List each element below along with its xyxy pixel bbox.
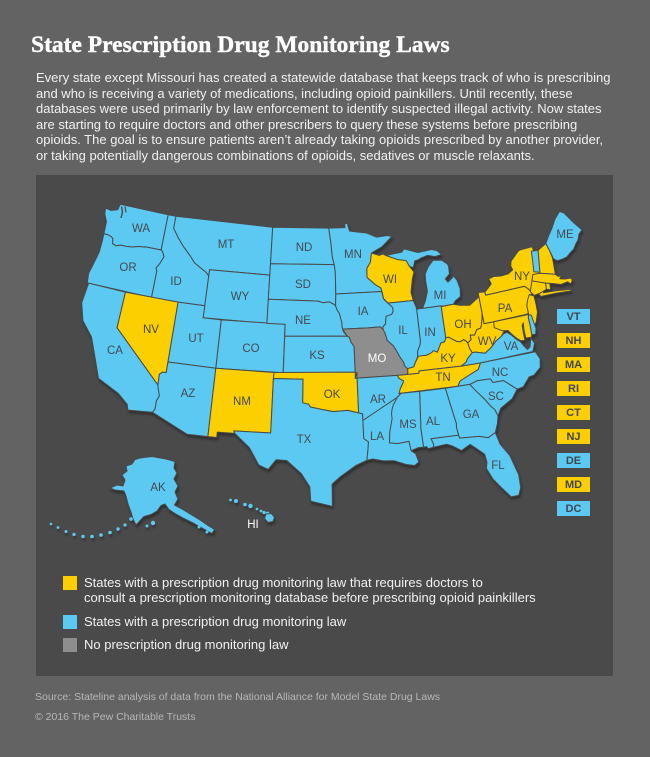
svg-text:MI: MI <box>434 290 447 302</box>
svg-text:NC: NC <box>492 367 509 379</box>
svg-text:ID: ID <box>170 276 182 288</box>
svg-text:LA: LA <box>370 431 384 443</box>
svg-text:MO: MO <box>368 353 387 365</box>
svg-text:ND: ND <box>296 242 313 254</box>
svg-text:IN: IN <box>424 327 436 339</box>
svg-text:NY: NY <box>514 271 530 283</box>
svg-text:UT: UT <box>188 333 203 345</box>
svg-text:OR: OR <box>119 262 136 274</box>
svg-text:MT: MT <box>218 239 235 251</box>
svg-text:NM: NM <box>233 396 251 408</box>
svg-text:VA: VA <box>504 341 519 353</box>
svg-text:IL: IL <box>398 325 408 337</box>
svg-text:CA: CA <box>107 345 123 357</box>
svg-text:TN: TN <box>435 372 450 384</box>
svg-text:TX: TX <box>297 434 312 446</box>
svg-text:WY: WY <box>231 291 250 303</box>
svg-text:IA: IA <box>358 306 369 318</box>
svg-text:AZ: AZ <box>181 388 196 400</box>
svg-text:AK: AK <box>150 482 166 494</box>
svg-text:MS: MS <box>399 419 417 431</box>
svg-text:NV: NV <box>143 324 159 336</box>
svg-text:FL: FL <box>491 460 505 472</box>
svg-text:KY: KY <box>440 353 456 365</box>
svg-text:SD: SD <box>295 279 311 291</box>
svg-text:WV: WV <box>478 336 497 348</box>
svg-text:AR: AR <box>370 394 386 406</box>
svg-text:WI: WI <box>383 274 397 286</box>
svg-text:HI: HI <box>247 519 259 531</box>
svg-text:OH: OH <box>454 319 471 331</box>
svg-text:NE: NE <box>295 315 311 327</box>
svg-text:GA: GA <box>463 409 480 421</box>
svg-text:CO: CO <box>242 343 259 355</box>
svg-text:WA: WA <box>132 223 150 235</box>
svg-text:MN: MN <box>344 249 362 261</box>
svg-text:OK: OK <box>324 389 341 401</box>
svg-text:SC: SC <box>488 391 504 403</box>
svg-text:ME: ME <box>556 229 574 241</box>
svg-text:AL: AL <box>426 416 441 428</box>
svg-text:KS: KS <box>309 350 325 362</box>
svg-text:PA: PA <box>498 303 513 315</box>
